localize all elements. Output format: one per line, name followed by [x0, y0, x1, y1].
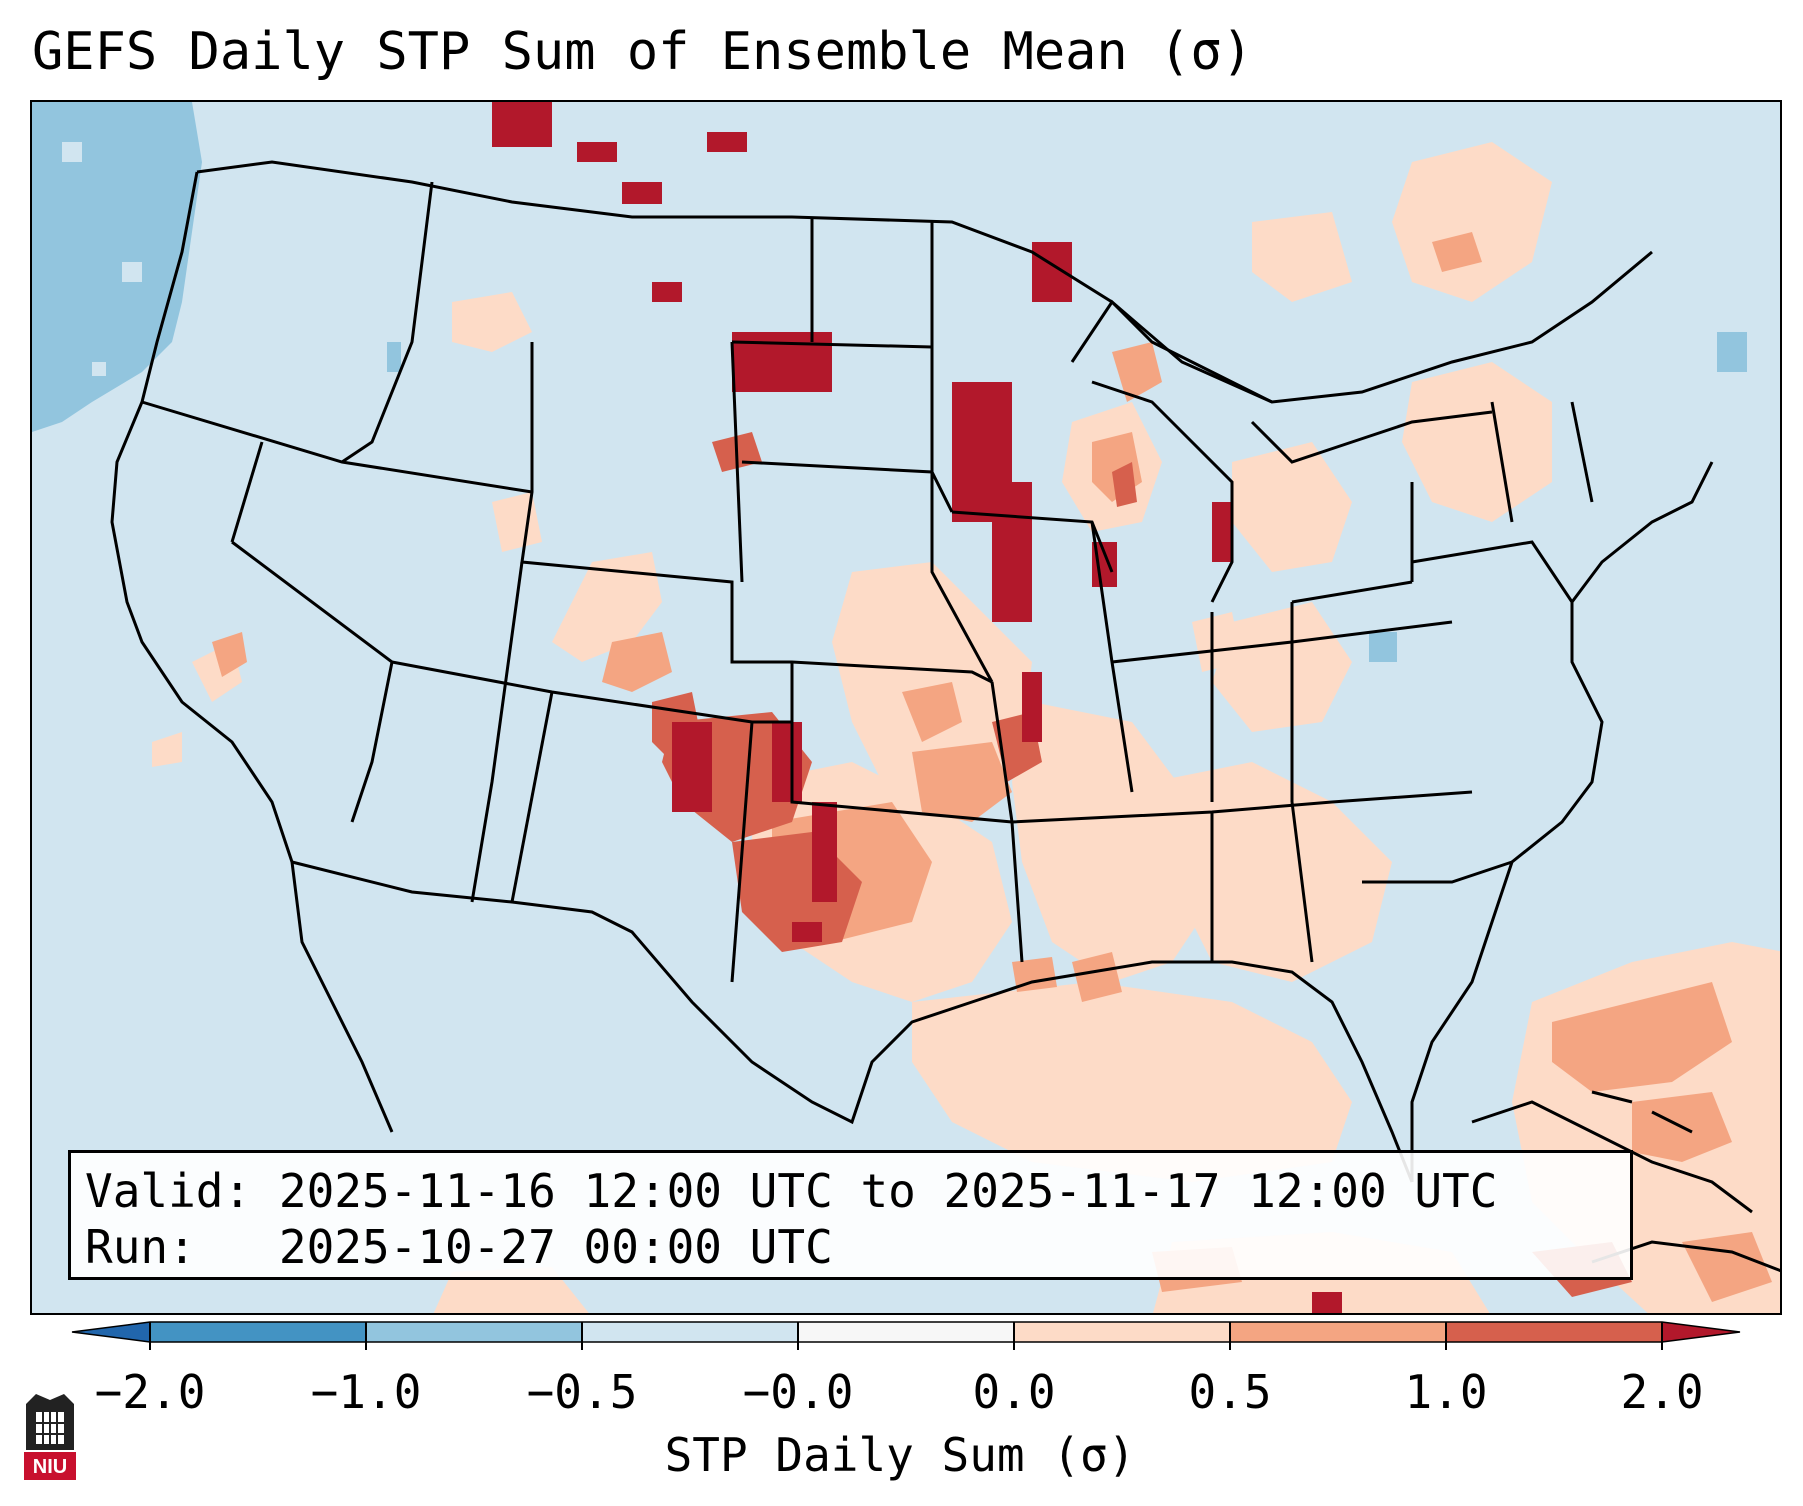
- colorbar-tick-label: 2.0: [1620, 1365, 1704, 1419]
- run-label: Run:: [85, 1220, 196, 1274]
- colorbar: [71, 1321, 1741, 1350]
- map-canvas: [32, 102, 1780, 1313]
- negative-anomaly-pacific: [32, 102, 1747, 662]
- map-panel: [30, 100, 1782, 1315]
- colorbar-tick-label: −2.0: [94, 1365, 206, 1419]
- colorbar-label: STP Daily Sum (σ): [664, 1428, 1136, 1482]
- colorbar-segment: [150, 1322, 366, 1342]
- colorbar-segment: [1014, 1322, 1230, 1342]
- colorbar-tick-label: 0.5: [1188, 1365, 1272, 1419]
- colorbar-extend-high: [1662, 1322, 1740, 1342]
- colorbar-tick-label: −1.0: [310, 1365, 422, 1419]
- colorbar-segment: [798, 1322, 1014, 1342]
- valid-value: 2025-11-16 12:00 UTC to 2025-11-17 12:00…: [278, 1164, 1498, 1218]
- colorbar-tick-label: 1.0: [1404, 1365, 1488, 1419]
- colorbar-extend-low: [72, 1322, 150, 1342]
- colorbar-tick-label: −0.0: [742, 1365, 854, 1419]
- colorbar-segment: [366, 1322, 582, 1342]
- niu-logo-text: NIU: [33, 1456, 67, 1478]
- boundaries: [110, 160, 1714, 1183]
- niu-logo: NIU: [24, 1394, 76, 1480]
- run-value: 2025-10-27 00:00 UTC: [278, 1220, 833, 1274]
- anomaly-extreme: [492, 102, 1342, 1313]
- valid-run-info-box: Valid: 2025-11-16 12:00 UTC to 2025-11-1…: [68, 1150, 1633, 1280]
- colorbar-tick-label: 0.0: [972, 1365, 1056, 1419]
- colorbar-segment: [1446, 1322, 1662, 1342]
- colorbar-tick-label: −0.5: [526, 1365, 638, 1419]
- colorbar-segment: [1230, 1322, 1446, 1342]
- chart-title: GEFS Daily STP Sum of Ensemble Mean (σ): [32, 22, 1253, 82]
- colorbar-ticks: [149, 1322, 1663, 1350]
- colorbar-segment: [582, 1322, 798, 1342]
- valid-label: Valid:: [85, 1164, 252, 1218]
